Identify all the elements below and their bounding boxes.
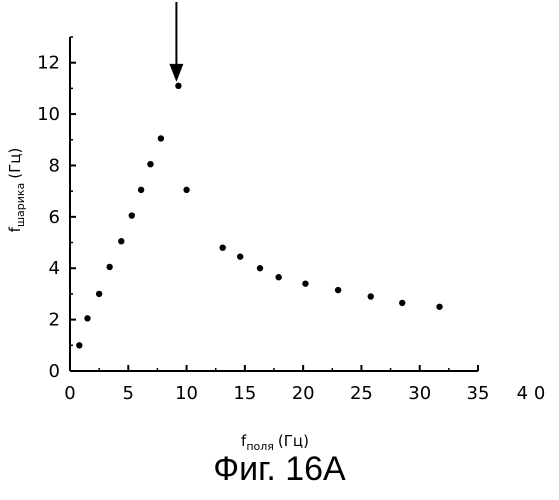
data-point (129, 212, 135, 218)
data-point (118, 238, 124, 244)
arrow-annotation (169, 2, 183, 82)
data-point (106, 264, 112, 270)
x-tick-label: 5 (123, 383, 134, 404)
y-tick-label: 0 (49, 361, 60, 382)
data-point (158, 135, 164, 141)
data-point (368, 293, 374, 299)
x-tick-label: 0 (64, 383, 75, 404)
data-point (436, 304, 442, 310)
data-point (237, 253, 243, 259)
y-axis-title-unit: (Гц) (6, 148, 24, 179)
y-axis-title: fшарика(Гц) (6, 148, 27, 233)
x-tick-label: 35 (467, 383, 490, 404)
axes (70, 37, 478, 371)
figure-caption: Фиг. 16А (0, 450, 559, 489)
data-point (275, 274, 281, 280)
data-point (76, 342, 82, 348)
x-axis-title-unit: (Гц) (278, 432, 309, 450)
x-tick-label: 15 (233, 383, 256, 404)
y-tick-label: 6 (49, 207, 60, 228)
y-tick-label: 12 (37, 53, 60, 74)
y-axis-title-sub: шарика (14, 183, 27, 227)
x-tick-label: 25 (350, 383, 373, 404)
y-tick-label: 4 (49, 258, 60, 279)
data-point (302, 280, 308, 286)
data-point (147, 161, 153, 167)
y-tick-label: 10 (37, 104, 60, 125)
data-point (220, 244, 226, 250)
x-tick-label: 20 (292, 383, 315, 404)
data-point (257, 265, 263, 271)
x-tick-label: 10 (175, 383, 198, 404)
x-tick-label-extra: 4 0 (517, 383, 546, 404)
data-point (84, 315, 90, 321)
arrow-head (169, 64, 183, 82)
y-tick-label: 2 (49, 310, 60, 331)
data-points (76, 83, 443, 349)
data-point (399, 300, 405, 306)
data-point (183, 187, 189, 193)
data-point (138, 187, 144, 193)
y-tick-label: 8 (49, 155, 60, 176)
x-tick-label: 30 (408, 383, 431, 404)
data-point (96, 291, 102, 297)
data-point (335, 287, 341, 293)
data-point (175, 83, 181, 89)
